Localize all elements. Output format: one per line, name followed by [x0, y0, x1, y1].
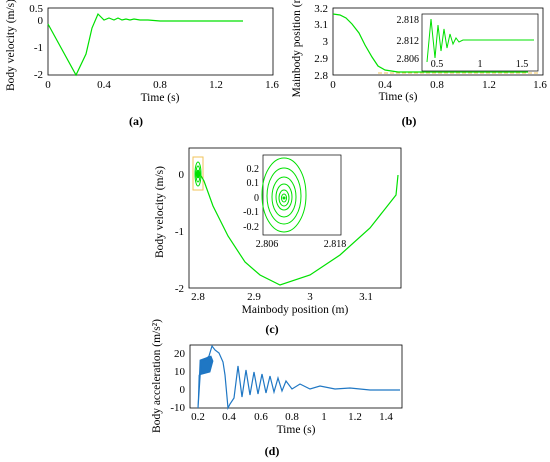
- panel-d-xtick-7: 1.4: [379, 411, 393, 423]
- panel-c-inset-xtick-2: 2.818: [324, 239, 347, 250]
- panel-c-zoom-spiral: [194, 161, 202, 187]
- panel-b-ytick-4: 2.9: [314, 53, 328, 65]
- panel-b-ytick-3: 3: [323, 36, 329, 48]
- panel-d-plot-frame: [189, 344, 403, 409]
- panel-b-inset-ytick-1: 2.818: [397, 15, 420, 26]
- panel-b: 3.2 3.1 3 2.9 2.8 0 0.4 0.8 1.2 1.6 Time…: [291, 0, 547, 128]
- panel-d-ytick-1: 20: [174, 348, 186, 360]
- panel-c-inset-ytick-4: -0.1: [243, 207, 259, 218]
- panel-b-xtick-3: 0.8: [430, 79, 444, 91]
- panel-d-ytick-3: 0: [180, 384, 186, 396]
- panel-c-ylabel: Body velocity (m/s): [154, 166, 166, 258]
- panel-c-inset-xtick-1: 2.806: [256, 239, 279, 250]
- panel-b-xtick-4: 1.2: [482, 79, 496, 91]
- panel-b-inset-ytick-2: 2.812: [397, 36, 420, 47]
- panel-c: 0 -1 -2 2.8 2.9 3 3.1 Mainbody position …: [154, 147, 402, 336]
- panel-a-velocity-series: [47, 12, 243, 77]
- panel-c-ytick-2: -1: [175, 226, 184, 238]
- panel-c-phase-trajectory: [199, 173, 399, 286]
- panel-a-ytick-3: -1: [34, 42, 43, 54]
- panel-c-xtick-1: 2.8: [191, 291, 205, 303]
- panel-b-ylabel: Mainbody position (m): [291, 0, 303, 97]
- panel-c-xlabel: Mainbody position (m): [242, 304, 349, 316]
- panel-d: 20 10 0 -10 0.2 0.4 0.6 0.8 1 1.2 1.4 Ti…: [151, 319, 403, 458]
- panel-b-caption: (b): [402, 114, 417, 128]
- panel-b-ytick-5: 2.8: [314, 70, 328, 82]
- panel-b-xtick-1: 0: [330, 79, 336, 91]
- panel-c-inset-ytick-1: 0.2: [247, 164, 260, 175]
- panel-a-xlabel: Time (s): [141, 92, 180, 104]
- panel-a-xtick-2: 0.4: [97, 79, 111, 91]
- panel-b-inset-xtick-3: 1.5: [516, 59, 529, 70]
- panel-c-xtick-2: 2.9: [247, 291, 261, 303]
- panel-a-xtick-5: 1.6: [265, 79, 279, 91]
- panel-a-ytick-1: 0.5: [29, 3, 43, 15]
- panel-b-inset-frame: [421, 13, 539, 72]
- panel-b-position-series: [332, 13, 528, 73]
- panel-d-xtick-5: 1: [321, 411, 327, 423]
- panel-d-xlabel: Time (s): [277, 424, 316, 436]
- panel-c-inset-frame: [262, 154, 342, 236]
- panel-b-inset-xtick-2: 1: [478, 59, 483, 70]
- panel-a-plot-frame: [47, 7, 274, 76]
- panel-c-xtick-3: 3: [307, 291, 313, 303]
- panel-d-xtick-3: 0.6: [254, 411, 268, 423]
- panel-d-ytick-2: 10: [174, 366, 186, 378]
- panel-c-inset-ytick-2: 0.1: [247, 178, 260, 189]
- panel-c-inset-equilibrium: [282, 196, 286, 200]
- panel-d-xtick-2: 0.4: [222, 411, 236, 423]
- panel-c-ytick-3: -2: [175, 283, 184, 295]
- panel-b-inset-series: [426, 18, 534, 63]
- panel-a: 0.5 0 -1 -2 0 0.4 0.8 1.2 1.6 Time (s) B…: [5, 0, 279, 128]
- panel-b-ytick-2: 3.1: [314, 19, 328, 31]
- panel-c-plot-frame: [188, 147, 402, 289]
- panel-d-xtick-4: 0.8: [285, 411, 299, 423]
- panel-d-xtick-6: 1.2: [348, 411, 362, 423]
- panel-c-zoom-box: [192, 156, 204, 191]
- panel-a-ytick-2: 0: [38, 15, 44, 27]
- panel-b-plot-frame: [332, 7, 544, 76]
- panel-b-xtick-2: 0.4: [378, 79, 392, 91]
- panel-a-xtick-3: 0.8: [153, 79, 167, 91]
- panel-c-ytick-1: 0: [179, 169, 185, 181]
- panel-d-acceleration-series: [197, 344, 400, 411]
- panel-b-xlabel: Time (s): [379, 91, 418, 103]
- panel-d-ylabel: Body acceleration (m/s²): [151, 319, 163, 433]
- panel-d-acceleration-band: [197, 355, 214, 409]
- panel-a-ylabel: Body velocity (m/s): [5, 0, 17, 91]
- panel-b-inset-xtick-1: 0.5: [431, 59, 444, 70]
- panel-c-inset-ytick-3: 0: [254, 193, 259, 204]
- panel-c-inset-ytick-5: -0.2: [243, 222, 259, 233]
- panel-d-ytick-4: -10: [170, 402, 185, 414]
- panel-b-ytick-1: 3.2: [314, 3, 328, 15]
- panel-a-xtick-1: 0: [45, 79, 51, 91]
- panel-c-caption: (c): [265, 322, 278, 336]
- panel-a-xtick-4: 1.2: [209, 79, 223, 91]
- panel-c-inset-spiral: [261, 157, 307, 233]
- panel-a-ytick-4: -2: [34, 69, 43, 81]
- panel-c-xtick-4: 3.1: [359, 291, 373, 303]
- panel-b-inset-ytick-3: 2.806: [397, 54, 420, 65]
- panel-b-xtick-5: 1.6: [533, 79, 547, 91]
- panel-d-caption: (d): [265, 444, 280, 458]
- panel-d-xtick-1: 0.2: [191, 411, 205, 423]
- panel-a-caption: (a): [129, 114, 143, 128]
